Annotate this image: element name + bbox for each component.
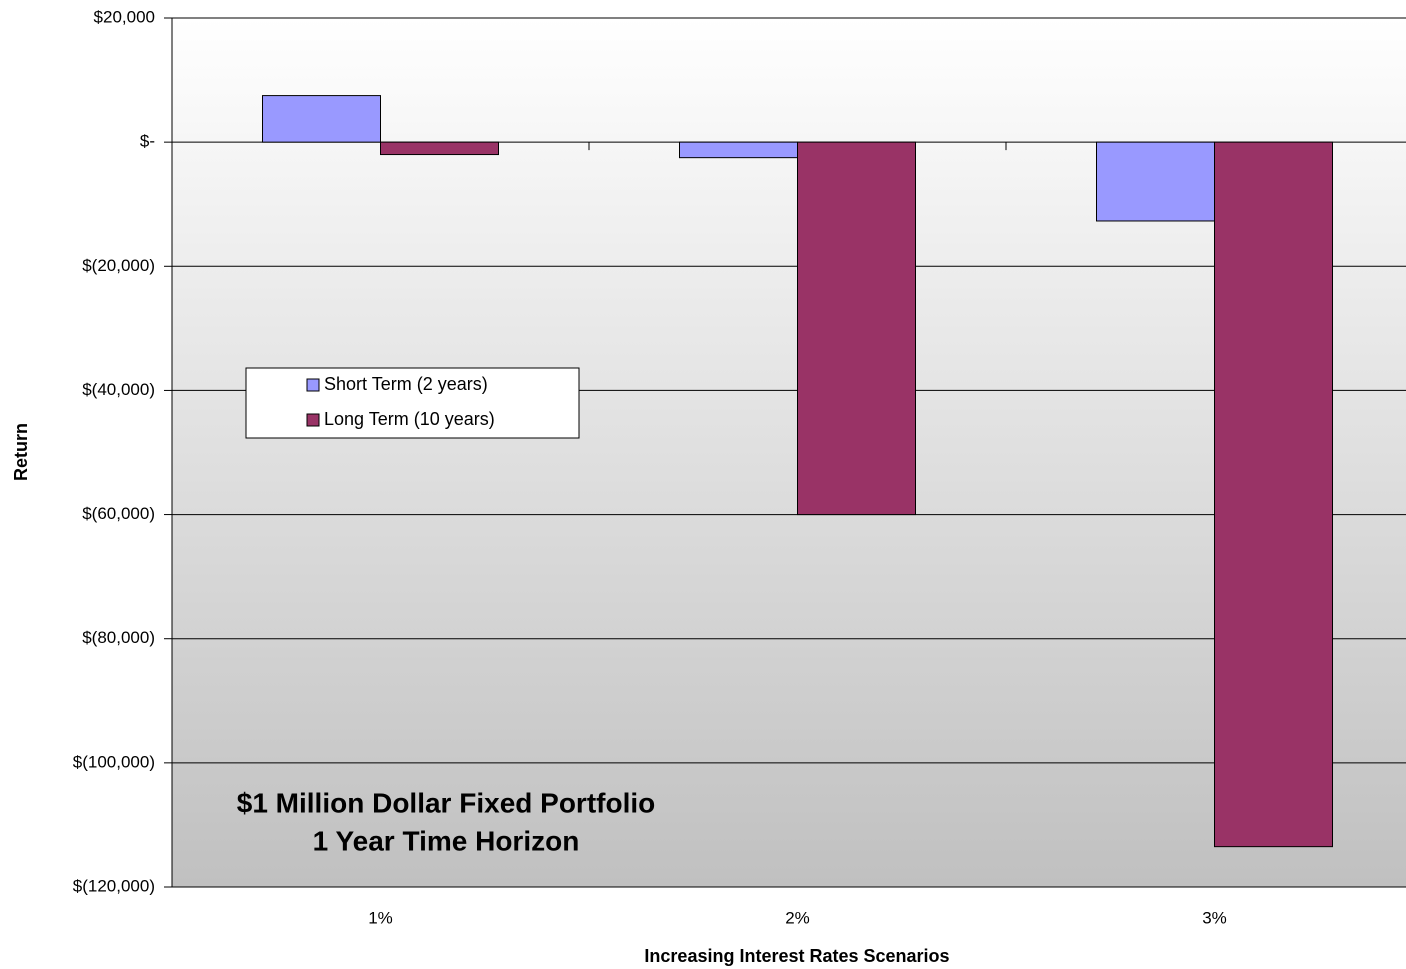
annotation: 1 Year Time Horizon [313, 825, 580, 856]
bar [1214, 141, 1333, 848]
bar [679, 141, 798, 159]
y-tick-label: $(80,000) [82, 628, 155, 647]
y-tick-label: $(120,000) [73, 876, 155, 895]
legend-swatch [306, 378, 320, 392]
y-tick-label: $20,000 [94, 7, 155, 26]
y-tick-label: $(40,000) [82, 380, 155, 399]
y-tick-label: $(20,000) [82, 256, 155, 275]
legend: Short Term (2 years) Long Term (10 years) [245, 367, 580, 439]
bar [1096, 141, 1215, 222]
legend-label: Short Term (2 years) [324, 374, 488, 394]
legend-label: Long Term (10 years) [324, 409, 495, 429]
legend-box [245, 367, 580, 439]
x-tick-label: 3% [1202, 908, 1227, 927]
x-axis-title: Increasing Interest Rates Scenarios [644, 946, 949, 966]
x-tick-label: 1% [368, 908, 393, 927]
y-axis-title: Return [11, 423, 31, 481]
annotation: $1 Million Dollar Fixed Portfolio [237, 787, 655, 818]
bars [262, 95, 1333, 848]
bar [797, 141, 916, 516]
legend-swatch [306, 413, 320, 427]
y-tick-label: $(100,000) [73, 752, 155, 771]
y-tick-label: $- [140, 132, 155, 151]
y-tick-label: $(60,000) [82, 504, 155, 523]
x-tick-label: 2% [785, 908, 810, 927]
bar [380, 141, 499, 156]
bar [262, 95, 381, 143]
